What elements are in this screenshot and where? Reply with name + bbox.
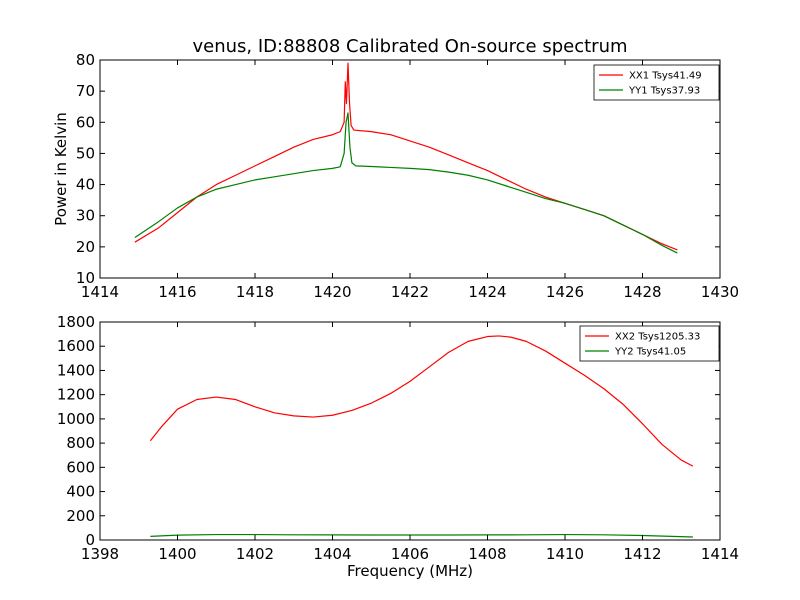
x-tick-label: 1414 <box>701 545 739 563</box>
x-tick-label: 1406 <box>391 545 429 563</box>
x-tick-label: 1412 <box>623 545 661 563</box>
y-tick-label: 60 <box>76 113 95 131</box>
y-tick-label: 600 <box>66 458 95 476</box>
x-tick-label: 1416 <box>158 283 196 301</box>
legend: XX2 Tsys1205.33 YY2 Tsys41.05 <box>579 325 720 362</box>
x-tick-label: 1402 <box>236 545 274 563</box>
x-tick-label: 1408 <box>468 545 506 563</box>
x-tick-label: 1420 <box>313 283 351 301</box>
y-tick-label: 40 <box>76 176 95 194</box>
legend-entry-0: XX2 Tsys1205.33 <box>615 332 700 343</box>
legend-entry-1: YY1 Tsys37.93 <box>628 86 700 97</box>
legend: XX1 Tsys41.49 YY1 Tsys37.93 <box>593 64 720 101</box>
y-tick-label: 800 <box>66 434 95 452</box>
chart-title: venus, ID:88808 Calibrated On-source spe… <box>192 36 627 57</box>
y-tick-label: 1800 <box>57 313 95 331</box>
x-tick-label: 1410 <box>546 545 584 563</box>
y-tick-label: 0 <box>85 531 95 549</box>
x-tick-label: 1404 <box>313 545 351 563</box>
y-tick-label: 50 <box>76 144 95 162</box>
x-tick-label: 1428 <box>623 283 661 301</box>
y-tick-label: 70 <box>76 82 95 100</box>
series-line-0 <box>149 335 694 467</box>
x-tick-label: 1414 <box>81 283 119 301</box>
bottom-plot: 1398 1400 1402 1404 1406 1408 1410 1412 1414 0 200… <box>57 313 739 580</box>
y-tick-label: 20 <box>76 238 95 256</box>
y-tick-label: 200 <box>66 507 95 525</box>
y-tick-label: 30 <box>76 207 95 225</box>
x-tick-label: 1430 <box>701 283 739 301</box>
y-tick-label: 80 <box>76 51 95 69</box>
legend-box <box>579 325 720 362</box>
y-tick-label: 1000 <box>57 410 95 428</box>
x-axis-label: Frequency (MHz) <box>347 562 473 580</box>
y-tick-label: 1600 <box>57 337 95 355</box>
x-tick-label: 1418 <box>236 283 274 301</box>
x-tick-label: 1422 <box>391 283 429 301</box>
y-tick-label: 1200 <box>57 386 95 404</box>
series-line-1 <box>134 112 678 254</box>
y-axis-label: Power in Kelvin <box>52 112 70 226</box>
legend-box <box>593 64 720 101</box>
y-tick-label: 1400 <box>57 361 95 379</box>
legend-entry-0: XX1 Tsys41.49 <box>629 71 702 82</box>
x-tick-label: 1426 <box>546 283 584 301</box>
y-tick-label: 10 <box>76 269 95 287</box>
x-tick-label: 1398 <box>81 545 119 563</box>
x-tick-label: 1400 <box>158 545 196 563</box>
x-tick-label: 1424 <box>468 283 506 301</box>
legend-entry-1: YY2 Tsys41.05 <box>614 347 686 358</box>
top-plot: 1414 1416 1418 1420 1422 1424 1426 1428 1430 10 20… <box>52 36 739 301</box>
y-tick-label: 400 <box>66 483 95 501</box>
